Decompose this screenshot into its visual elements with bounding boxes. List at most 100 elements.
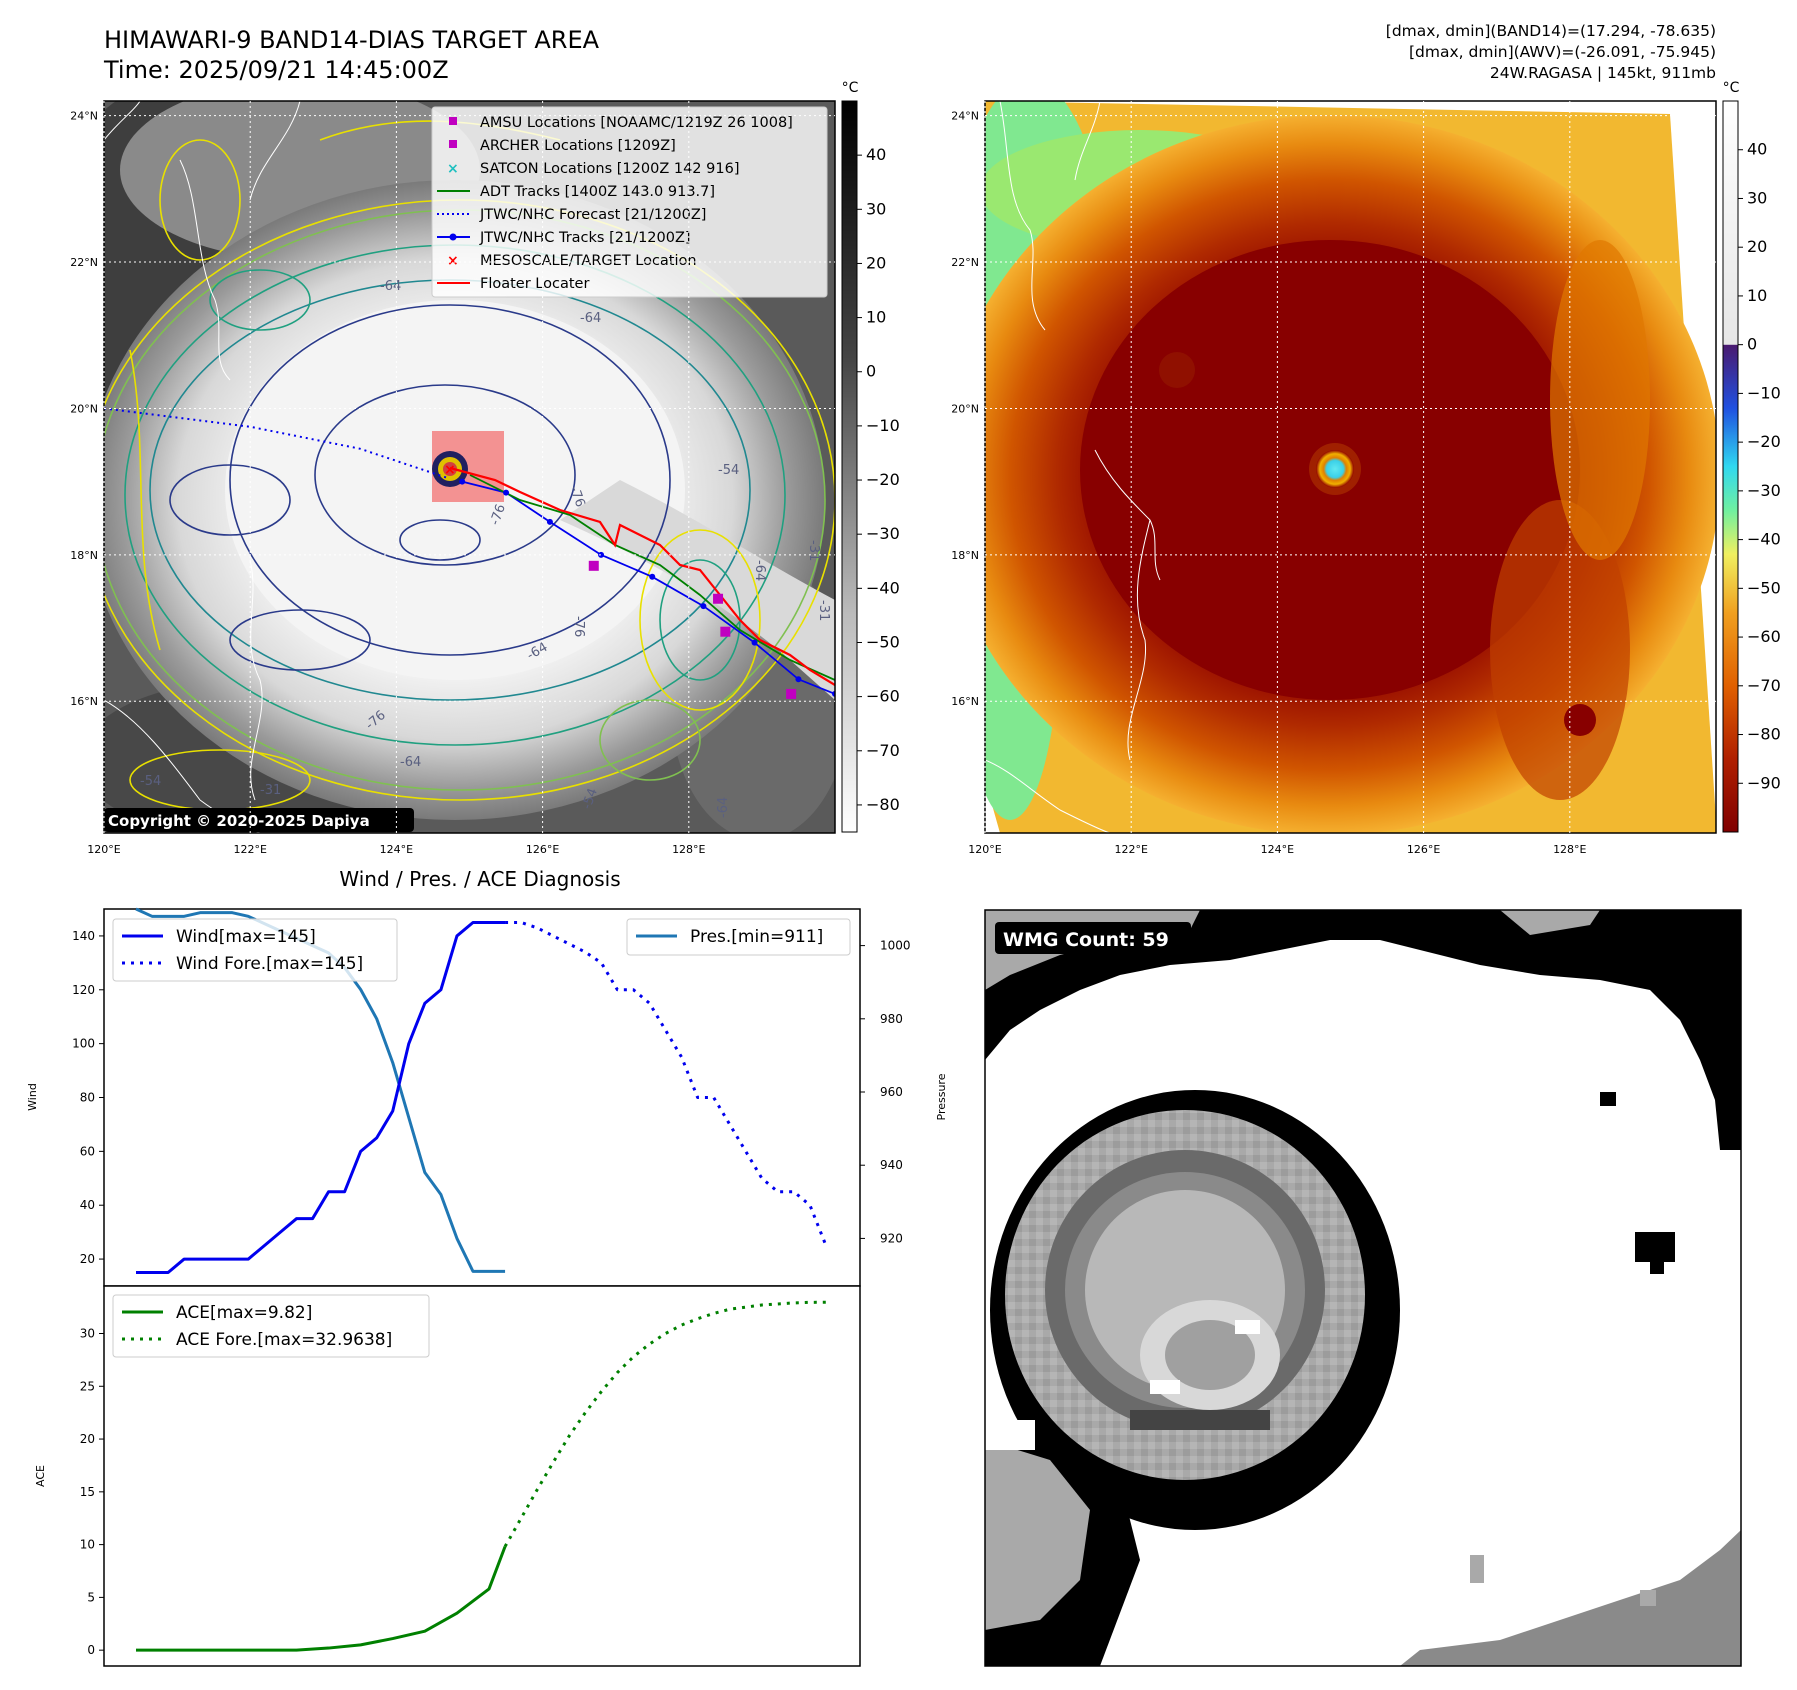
info-line-3: 24W.RAGASA | 145kt, 911mb xyxy=(1489,64,1716,82)
colorbar-tick-label: −60 xyxy=(1747,627,1781,646)
legend-tracks: JTWC/NHC Tracks [21/1200Z] xyxy=(479,230,691,246)
satcon-legend-swatch: × xyxy=(447,161,459,177)
wind-ytick-label: 140 xyxy=(72,929,95,943)
best-track-point xyxy=(598,551,605,558)
colorbar-tick-label: −70 xyxy=(866,741,900,760)
lon-tick-label: 122°E xyxy=(233,843,266,856)
colorbar-color-unit: °C xyxy=(1723,80,1740,96)
legend-satcon: SATCON Locations [1200Z 142 916] xyxy=(480,161,739,177)
ace-ytick-label: 0 xyxy=(87,1643,95,1657)
best-track-point xyxy=(700,603,707,610)
wind-ytick-label: 100 xyxy=(72,1037,95,1051)
figure-title: HIMAWARI-9 BAND14-DIAS TARGET AREA xyxy=(104,26,600,54)
ace-legend: ACE[max=9.82] ACE Fore.[max=32.9638] xyxy=(112,1294,430,1358)
svg-text:-31: -31 xyxy=(260,783,281,798)
info-line-1: [dmax, dmin](BAND14)=(17.294, -78.635) xyxy=(1385,22,1716,40)
lat-tick-label: 18°N xyxy=(951,549,979,562)
pressure-legend: Pres.[min=911] xyxy=(626,918,851,956)
wind-ytick-label: 40 xyxy=(80,1198,95,1212)
best-track-point xyxy=(649,573,656,580)
amsu-point xyxy=(588,560,599,571)
svg-text:-54: -54 xyxy=(580,786,601,811)
colorbar-tick-label: 30 xyxy=(1747,188,1767,207)
panel-a-gridlines xyxy=(103,101,835,833)
wmg-count-label: WMG Count: 59 xyxy=(1003,929,1169,951)
ace-ytick-label: 20 xyxy=(80,1432,95,1446)
lon-tick-label: 120°E xyxy=(968,843,1001,856)
colorbar-tick-label: 20 xyxy=(1747,237,1767,256)
colorbar-tick-label: −40 xyxy=(866,578,900,597)
wind-ytick-label: 60 xyxy=(80,1144,95,1158)
colorbar-tick-label: −50 xyxy=(866,632,900,651)
colorbar-tick-label: −50 xyxy=(1747,578,1781,597)
lon-tick-label: 120°E xyxy=(87,843,120,856)
ace-ylabel: ACE xyxy=(34,1465,47,1487)
colorbar-tick-label: −30 xyxy=(1747,481,1781,500)
lon-tick-label: 126°E xyxy=(526,843,559,856)
wind-ytick-label: 20 xyxy=(80,1252,95,1266)
ace-axes: 0 5 10 15 20 25 30 xyxy=(80,1300,827,1657)
amsu-legend-swatch xyxy=(449,117,457,125)
svg-text:-76: -76 xyxy=(571,616,586,637)
lon-tick-label: 128°E xyxy=(1553,843,1586,856)
wind-legend-label: Wind[max=145] xyxy=(176,927,316,947)
ace-ytick-label: 10 xyxy=(80,1538,95,1552)
wind-line xyxy=(136,920,506,1275)
best-track-point xyxy=(751,639,758,646)
wind-ytick-label: 80 xyxy=(80,1091,95,1105)
svg-text:-64: -64 xyxy=(716,797,731,818)
colorbar-tick-label: −70 xyxy=(1747,676,1781,695)
svg-text:-31: -31 xyxy=(816,600,831,621)
ace-fore-legend-label: ACE Fore.[max=32.9638] xyxy=(176,1330,392,1350)
lat-tick-label: 20°N xyxy=(70,402,98,415)
colorbar-gray-ticks: 40 30 20 10 0 −10 −20 −30 −40 −50 −60 −70 −80 xyxy=(857,145,900,814)
wind-ytick-label: 120 xyxy=(72,983,95,997)
lon-tick-label: 126°E xyxy=(1407,843,1440,856)
ace-legend-label: ACE[max=9.82] xyxy=(176,1303,312,1323)
svg-text:-31: -31 xyxy=(806,540,821,561)
colorbar-tick-label: −10 xyxy=(866,416,900,435)
colorbar-tick-label: 0 xyxy=(1747,335,1757,354)
svg-text:-54: -54 xyxy=(140,774,161,789)
panel-c-diagnosis: Wind / Pres. / ACE Diagnosis 20406080100… xyxy=(26,867,948,1667)
legend-forecast: JTWC/NHC Forecast [21/1200Z] xyxy=(479,207,706,223)
legend-floater: Floater Locater xyxy=(480,276,589,292)
colorbar-tick-label: −30 xyxy=(866,524,900,543)
info-line-2: [dmax, dmin](AWV)=(-26.091, -75.945) xyxy=(1409,43,1716,61)
contour-labels: -64 -64 -76 -76 -76 -64 -54 -54 -31 -64 … xyxy=(140,279,831,818)
lat-tick-label: 22°N xyxy=(70,256,98,269)
colorbar-tick-label: 10 xyxy=(1747,286,1767,305)
colorbar-color-ticks: 40 30 20 10 0 −10 −20 −30 −40 −50 −60 −70 −80 −90 xyxy=(1738,140,1781,792)
lat-tick-label: 20°N xyxy=(951,402,979,415)
panel-b-color-map: 120°E 122°E 124°E 126°E 128°E 24°N 22°N 20°N 18°… xyxy=(951,80,1781,856)
colorbar-tick-label: −90 xyxy=(1747,773,1781,792)
mesoscale-target-marker: × xyxy=(444,462,456,478)
colorbar-gray xyxy=(841,100,858,833)
amsu-point xyxy=(786,688,797,699)
wind-ylabel: Wind xyxy=(26,1083,39,1111)
ace-ytick-label: 30 xyxy=(80,1327,95,1341)
svg-text:-64: -64 xyxy=(580,311,601,326)
colorbar-tick-label: 40 xyxy=(866,145,886,164)
lon-tick-label: 128°E xyxy=(672,843,705,856)
legend-archer: ARCHER Locations [1209Z] xyxy=(480,138,676,154)
panel-b-gridlines xyxy=(984,101,1716,833)
panel-b-ticks: 120°E 122°E 124°E 126°E 128°E 24°N 22°N 20°N 18°… xyxy=(951,110,1586,856)
amsu-point xyxy=(720,626,731,637)
colorbar-gray-unit: °C xyxy=(842,80,859,96)
pressure-ytick-label: 920 xyxy=(880,1231,903,1245)
svg-text:-64: -64 xyxy=(400,755,421,770)
wind-fore-legend-label: Wind Fore.[max=145] xyxy=(176,954,363,974)
wind-forecast-line xyxy=(505,920,828,1247)
pressure-ylabel: Pressure xyxy=(935,1073,948,1120)
ace-ytick-label: 25 xyxy=(80,1379,95,1393)
pressure-ytick-label: 1000 xyxy=(880,939,911,953)
lon-tick-label: 122°E xyxy=(1114,843,1147,856)
wind-legend: Wind[max=145] Wind Fore.[max=145] xyxy=(112,918,398,982)
panel-a-ticks: 120°E 122°E 124°E 126°E 128°E 24°N 22°N 20°N 18°… xyxy=(70,110,705,856)
panel-a-legend: AMSU Locations [NOAAMC/1219Z 26 1008] AR… xyxy=(431,106,828,298)
lat-tick-label: 16°N xyxy=(70,695,98,708)
lat-tick-label: 24°N xyxy=(70,110,98,123)
wind-axes: 20 40 60 80 100 120 140 920 940 960 980 1000 xyxy=(72,907,911,1275)
panel-a-grayscale-map: × -64 -64 -76 -76 -76 -64 -54 -54 -31 -6… xyxy=(70,80,900,856)
